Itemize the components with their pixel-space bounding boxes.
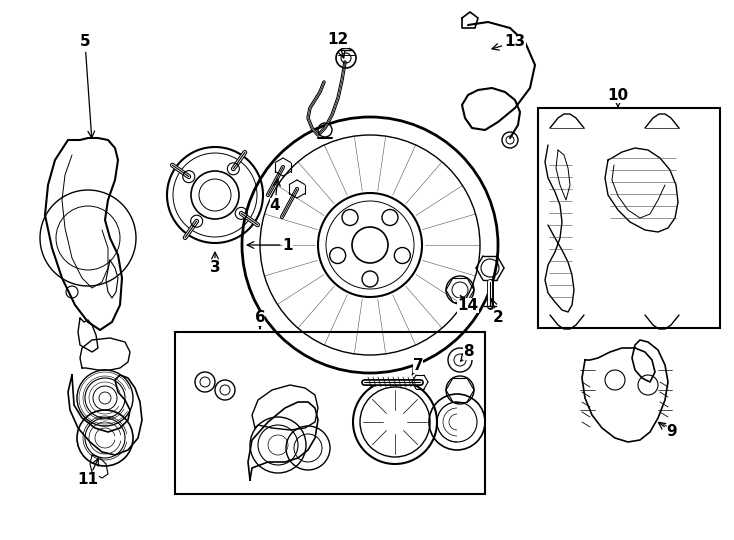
- Text: 2: 2: [490, 299, 504, 326]
- Text: 8: 8: [461, 345, 473, 361]
- Text: 5: 5: [80, 35, 95, 138]
- Text: 14: 14: [457, 295, 479, 313]
- Text: 1: 1: [247, 238, 294, 253]
- Text: 3: 3: [210, 252, 220, 275]
- Text: 10: 10: [608, 87, 628, 106]
- Bar: [538, 108, 720, 328]
- Text: 11: 11: [78, 459, 98, 488]
- Text: 9: 9: [658, 422, 677, 440]
- Text: 12: 12: [327, 32, 349, 58]
- Text: 4: 4: [269, 179, 280, 213]
- Text: 7: 7: [412, 357, 424, 375]
- Text: 6: 6: [255, 310, 266, 328]
- Bar: [175, 332, 485, 494]
- Text: 13: 13: [492, 35, 526, 50]
